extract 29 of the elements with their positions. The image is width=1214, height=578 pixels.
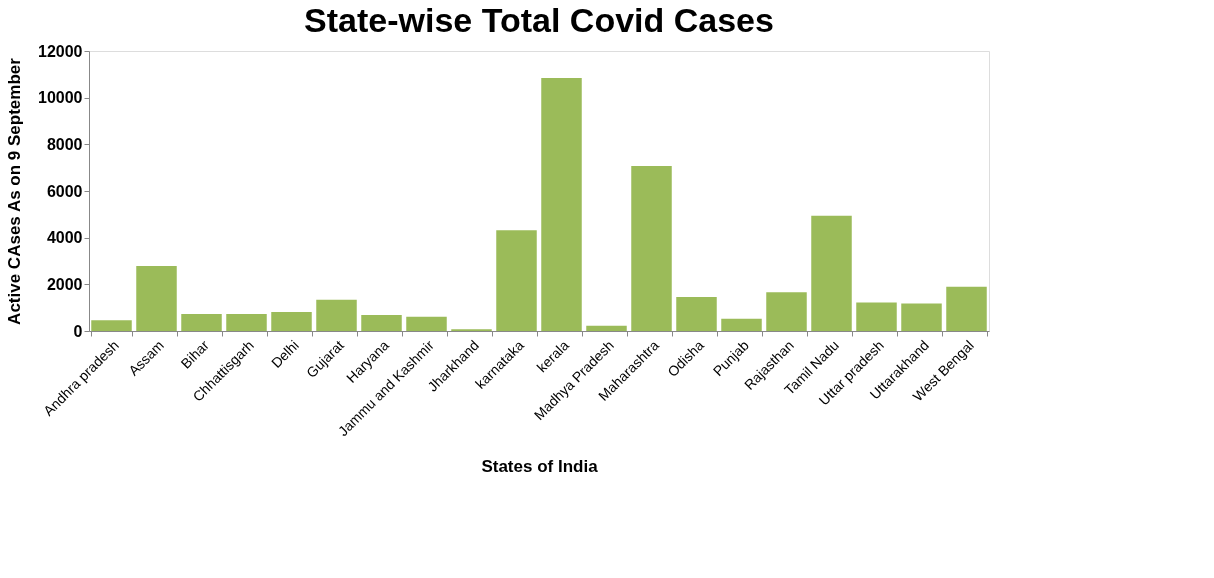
bar: [541, 78, 582, 331]
bar: [631, 166, 672, 331]
bar: [676, 296, 717, 331]
y-tick-label: 10000: [38, 89, 83, 107]
y-tick-label: 2000: [46, 275, 83, 293]
bar: [586, 325, 627, 331]
y-tick-label: 12000: [38, 42, 83, 60]
chart-title: State-wise Total Covid Cases: [304, 1, 774, 39]
y-tick-label: 4000: [46, 229, 83, 247]
y-axis-title: Active CAses As on 9 September: [5, 57, 25, 325]
bar: [721, 318, 762, 331]
bar: [406, 316, 447, 331]
bar: [316, 299, 357, 331]
bar: [226, 313, 267, 331]
y-tick-label: 0: [73, 322, 83, 340]
bar: [811, 215, 852, 331]
bar: [766, 292, 807, 331]
bar: [91, 320, 132, 331]
bar: [136, 265, 177, 331]
y-tick-label: 6000: [46, 182, 83, 200]
bar: [496, 230, 537, 331]
bar: [946, 286, 987, 331]
bar: [271, 312, 312, 331]
bar: [856, 302, 897, 331]
y-tick-label: 8000: [46, 135, 83, 153]
bar: [181, 313, 222, 331]
bar: [901, 303, 942, 331]
x-axis-title: States of India: [481, 457, 599, 477]
bar: [361, 314, 402, 331]
